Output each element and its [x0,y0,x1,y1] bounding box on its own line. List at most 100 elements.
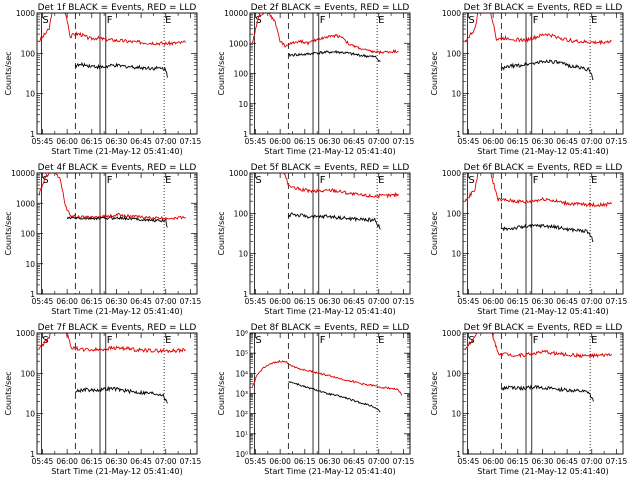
plot-frame [462,172,624,295]
time-marker-label: E [591,15,597,26]
x-tick-label: 06:15 [81,457,103,466]
x-tick-label: 06:15 [507,137,529,146]
time-marker-label: E [591,175,597,186]
panel-title: Det 2f BLACK = Events, RED = LLD [251,3,410,13]
x-tick-label: 07:00 [581,457,603,466]
time-marker-label: S [255,335,261,346]
red-lld-series [251,13,399,55]
x-tick-label: 05:45 [32,297,54,306]
x-tick-label: 06:15 [507,457,529,466]
x-tick-label: 07:15 [180,297,202,306]
x-tick-label: 07:00 [368,137,390,146]
time-marker-label: F [533,335,539,346]
black-events-series [501,384,594,402]
x-tick-label: 07:00 [155,297,177,306]
x-axis-label: Start Time (21-May-12 05:41:40) [51,467,182,476]
x-tick-label: 05:45 [458,457,480,466]
x-axis-label: Start Time (21-May-12 05:41:40) [264,467,395,476]
x-tick-label: 06:30 [319,297,341,306]
y-tick-label: 1 [30,130,35,139]
panel-title: Det 9f BLACK = Events, RED = LLD [464,323,623,333]
time-marker-label: S [468,15,474,26]
y-axis-label: Counts/sec [4,51,13,95]
y-tick-label: 10000 [11,169,35,178]
time-marker-label: F [107,175,113,186]
y-tick-label: 10² [235,410,248,419]
y-axis-label: Counts/sec [4,211,13,255]
panel-7: Det 7f BLACK = Events, RED = LLD Counts/s… [4,323,201,476]
plot-frame [249,12,411,135]
panel-title: Det 6f BLACK = Events, RED = LLD [464,163,623,173]
y-tick-label: 1000 [16,199,35,208]
time-marker-label: E [165,175,171,186]
y-tick-label: 1 [30,450,35,459]
y-axis-label: Counts/sec [430,371,439,415]
x-tick-label: 05:45 [245,457,267,466]
x-tick-label: 06:30 [106,137,128,146]
time-marker-label: F [320,335,326,346]
x-tick-label: 07:15 [606,297,628,306]
y-tick-label: 100 [447,209,462,218]
panel-1: Det 1f BLACK = Events, RED = LLD Counts/s… [4,3,202,156]
panel-title: Det 7f BLACK = Events, RED = LLD [38,323,197,333]
red-lld-series [464,333,612,360]
plot-frame [249,172,411,295]
x-tick-label: 06:00 [269,457,291,466]
x-tick-label: 05:45 [32,137,54,146]
x-tick-label: 06:45 [556,137,578,146]
time-marker-label: S [42,15,48,26]
panel-9: Det 9f BLACK = Events, RED = LLD Counts/s… [430,323,628,476]
x-tick-label: 05:45 [245,137,267,146]
y-tick-label: 100 [447,49,462,58]
black-events-series [288,381,381,413]
red-lld-series [283,173,399,200]
y-tick-label: 100 [21,369,36,378]
x-tick-label: 06:15 [81,297,103,306]
time-marker-label: E [165,335,171,346]
plot-frame [36,332,198,455]
y-tick-label: 10 [25,410,35,419]
y-tick-label: 10 [451,250,461,259]
y-tick-label: 1 [243,130,248,139]
x-tick-label: 06:15 [294,457,316,466]
x-tick-label: 05:45 [458,297,480,306]
x-tick-label: 06:30 [106,457,128,466]
panel-8: Det 8f BLACK = Events, RED = LLD Counts/s… [217,323,414,476]
time-marker-label: E [378,335,384,346]
y-tick-label: 1000 [442,329,461,338]
red-lld-series [38,333,186,354]
y-tick-label: 1 [456,290,461,299]
y-tick-label: 100 [447,369,462,378]
y-tick-label: 10⁶ [235,329,248,338]
x-tick-label: 06:00 [482,457,504,466]
x-tick-label: 07:00 [581,137,603,146]
plot-frame [462,12,624,135]
y-tick-label: 10⁰ [235,450,248,459]
x-tick-label: 05:45 [458,137,480,146]
time-marker-label: E [378,175,384,186]
y-tick-label: 10 [25,260,35,269]
x-tick-label: 06:30 [532,457,554,466]
x-tick-label: 06:00 [56,297,78,306]
x-tick-label: 07:15 [180,137,202,146]
y-tick-label: 1 [456,130,461,139]
y-tick-label: 100 [234,70,249,79]
y-axis-label: Counts/sec [217,371,226,415]
x-tick-label: 06:15 [81,137,103,146]
x-tick-label: 07:15 [606,457,628,466]
red-lld-series [251,359,403,396]
x-axis-label: Start Time (21-May-12 05:41:40) [51,307,182,316]
x-tick-label: 06:45 [343,457,365,466]
y-tick-label: 10 [451,410,461,419]
black-events-series [288,49,381,63]
x-tick-label: 07:15 [606,137,628,146]
x-tick-label: 06:45 [343,137,365,146]
x-tick-label: 06:15 [294,137,316,146]
y-tick-label: 10¹ [235,430,248,439]
y-tick-label: 1000 [442,169,461,178]
plot-frame [462,332,624,455]
y-tick-label: 1000 [229,169,248,178]
plot-frame [36,12,198,135]
y-tick-label: 1 [456,450,461,459]
